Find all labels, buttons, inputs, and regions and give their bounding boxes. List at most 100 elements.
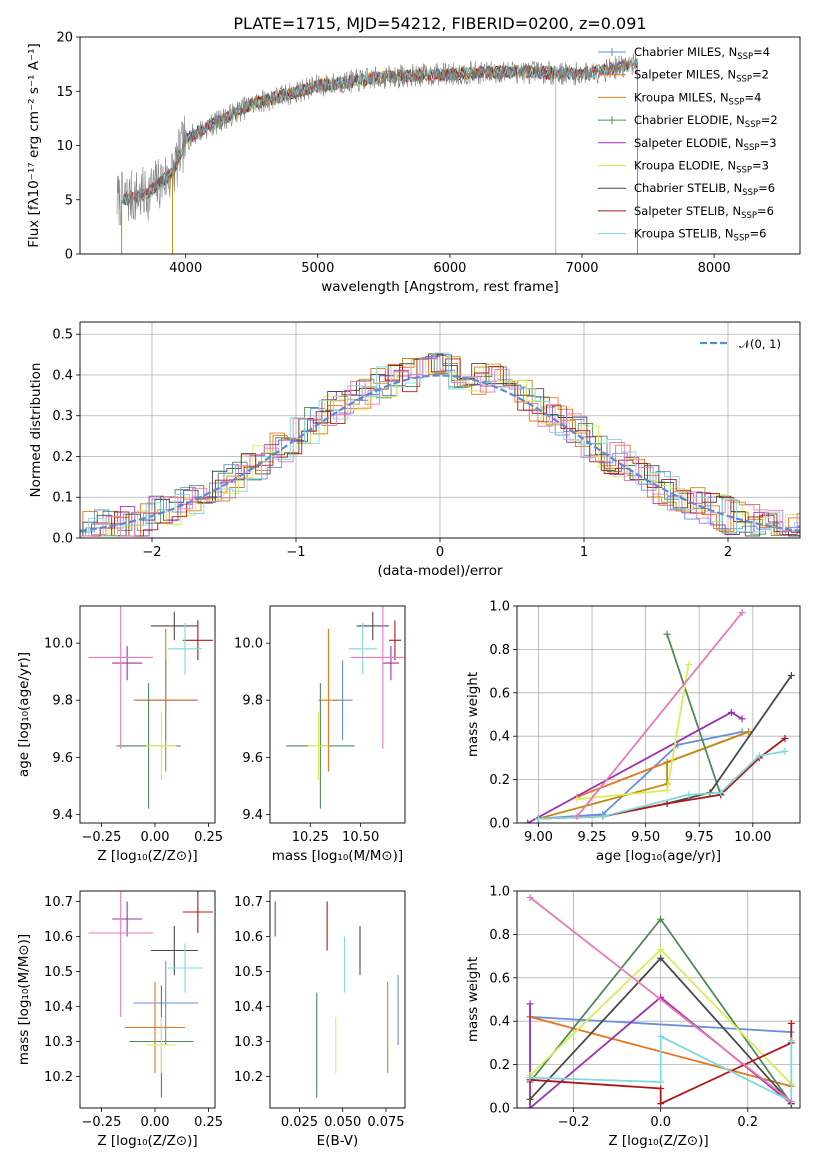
y-tick-label: 10.4: [44, 1000, 73, 1015]
model-spectrum: [121, 64, 557, 254]
y-tick-label: 10.0: [234, 637, 263, 652]
y-tick-label: 0.0: [489, 817, 510, 832]
y-tick-label: 10.3: [234, 1035, 263, 1050]
residual-histogram: [80, 358, 800, 537]
y-tick-label: 10.0: [44, 637, 73, 652]
y-tick-label: 10: [56, 139, 73, 154]
y-tick-label: 10.5: [234, 965, 263, 980]
y-tick-label: 9.6: [52, 751, 73, 766]
gaussian-curve: [80, 374, 800, 532]
series-line: [538, 750, 786, 820]
legend-label: Chabrier STELIB, NSSP=6: [634, 181, 775, 198]
x-axis-label: Z [log₁₀(Z/Z⊙)]: [608, 1133, 708, 1149]
y-tick-label: 10.3: [44, 1035, 73, 1050]
legend-label: Kroupa STELIB, NSSP=6: [634, 227, 766, 244]
x-axis-label: age [log₁₀(age/yr)]: [596, 848, 721, 864]
y-tick-label: 10.7: [44, 895, 73, 910]
x-tick-label: 4000: [169, 261, 202, 276]
observed-spectrum: [116, 53, 638, 226]
y-tick-label: 20: [56, 31, 73, 46]
x-tick-label: 9.25: [578, 830, 607, 845]
x-tick-label: 0.050: [324, 1115, 361, 1130]
x-tick-label: 0.2: [737, 1115, 758, 1130]
y-tick-label: 10.6: [234, 930, 263, 945]
y-tick-label: 0.5: [52, 328, 73, 343]
x-axis-label: mass [log₁₀(M/M⊙)]: [272, 848, 403, 864]
y-tick-label: 1.0: [489, 885, 510, 900]
residual-histogram: [80, 358, 800, 537]
y-tick-label: 9.8: [242, 694, 263, 709]
x-tick-label: 9.75: [685, 830, 714, 845]
x-tick-label: 8000: [698, 261, 731, 276]
y-tick-label: 15: [56, 85, 73, 100]
plot-area: [116, 53, 639, 254]
axes-frame: [79, 321, 801, 539]
y-tick-label: 9.4: [52, 808, 73, 823]
legend-label: Chabrier MILES, NSSP=4: [634, 45, 770, 62]
x-axis-label: Z [log₁₀(Z/Z⊙)]: [97, 848, 197, 864]
x-axis-label: wavelength [Angstrom, rest frame]: [321, 279, 559, 295]
y-tick-label: 0.2: [52, 450, 73, 465]
plot-area: [80, 322, 800, 538]
axes-frame: [79, 605, 216, 824]
x-tick-label: 10.00: [734, 830, 771, 845]
axes-frame: [516, 605, 801, 824]
residual-histogram: [80, 356, 800, 537]
model-spectrum: [121, 64, 557, 254]
panel-age-vs-mass: 10.25 10.50 9.4 9.6 9.8 10.0 mass [log₁₀(M/M⊙)…: [234, 605, 406, 864]
panel-massweight-vs-age: 9.00 9.25 9.50 9.75 10.00 0.0 0.2 0.4 0.6 0.8 1.0 a…: [465, 600, 801, 864]
model-spectrum: [121, 57, 638, 205]
y-tick-label: 0.0: [489, 1102, 510, 1117]
residual-histogram: [80, 357, 800, 537]
axes-frame: [516, 890, 801, 1109]
x-tick-label: 5000: [301, 261, 334, 276]
panel-massweight-vs-Z: −0.2 0.0 0.2 0.0 0.2 0.4 0.6 0.8 1.0 Z [log₁₀(Z/Z…: [465, 885, 801, 1149]
legend-label: 𝒩(0, 1): [739, 337, 781, 351]
legend-label: Salpeter MILES, NSSP=2: [634, 68, 769, 85]
x-tick-label: 0.025: [281, 1115, 318, 1130]
y-tick-label: 10.5: [44, 965, 73, 980]
series-line: [530, 1015, 792, 1033]
legend-label: Chabrier ELODIE, NSSP=2: [634, 113, 778, 130]
x-tick-label: 0.00: [141, 1115, 170, 1130]
residual-histogram: [80, 353, 800, 537]
axes-frame: [79, 36, 801, 255]
series-line: [576, 611, 743, 818]
axes-frame: [269, 890, 406, 1109]
x-axis-label: (data-model)/error: [377, 563, 503, 579]
y-tick-label: 10.6: [44, 930, 73, 945]
y-axis-label: mass weight: [465, 957, 481, 1042]
x-tick-label: 7000: [565, 261, 598, 276]
y-tick-label: 10.2: [234, 1070, 263, 1085]
plot-area: [88, 891, 213, 1098]
y-tick-label: 0.4: [52, 368, 73, 383]
y-tick-label: 0: [65, 248, 73, 263]
legend-label: Salpeter STELIB, NSSP=6: [634, 204, 774, 221]
x-tick-label: 0.0: [650, 1115, 671, 1130]
x-tick-label: 9.50: [631, 830, 660, 845]
x-tick-label: 2: [724, 545, 732, 560]
legend-label: Kroupa ELODIE, NSSP=3: [634, 159, 769, 176]
y-tick-label: 0.4: [489, 730, 510, 745]
x-tick-label: −2: [142, 545, 161, 560]
y-tick-label: 5: [65, 193, 73, 208]
series-line: [527, 711, 743, 823]
plot-area: [517, 606, 800, 823]
y-tick-label: 10.2: [44, 1070, 73, 1085]
x-tick-label: 1: [580, 545, 588, 560]
x-tick-label: 0.075: [367, 1115, 404, 1130]
y-tick-label: 0.8: [489, 928, 510, 943]
x-tick-label: 0: [436, 545, 444, 560]
x-tick-label: 10.50: [342, 830, 379, 845]
x-tick-label: 0.00: [141, 830, 170, 845]
y-tick-label: 9.4: [242, 808, 263, 823]
y-tick-label: 0.6: [489, 686, 510, 701]
model-spectrum: [121, 65, 557, 254]
y-tick-label: 0.8: [489, 643, 510, 658]
y-axis-label: Flux [fλ10⁻¹⁷ erg cm⁻² s⁻¹ A⁻¹]: [26, 43, 42, 248]
plot-area: [274, 901, 399, 1098]
y-tick-label: 0.4: [489, 1015, 510, 1030]
y-axis-label: mass [log₁₀(M/M⊙)]: [16, 934, 32, 1065]
series-line: [538, 730, 743, 820]
